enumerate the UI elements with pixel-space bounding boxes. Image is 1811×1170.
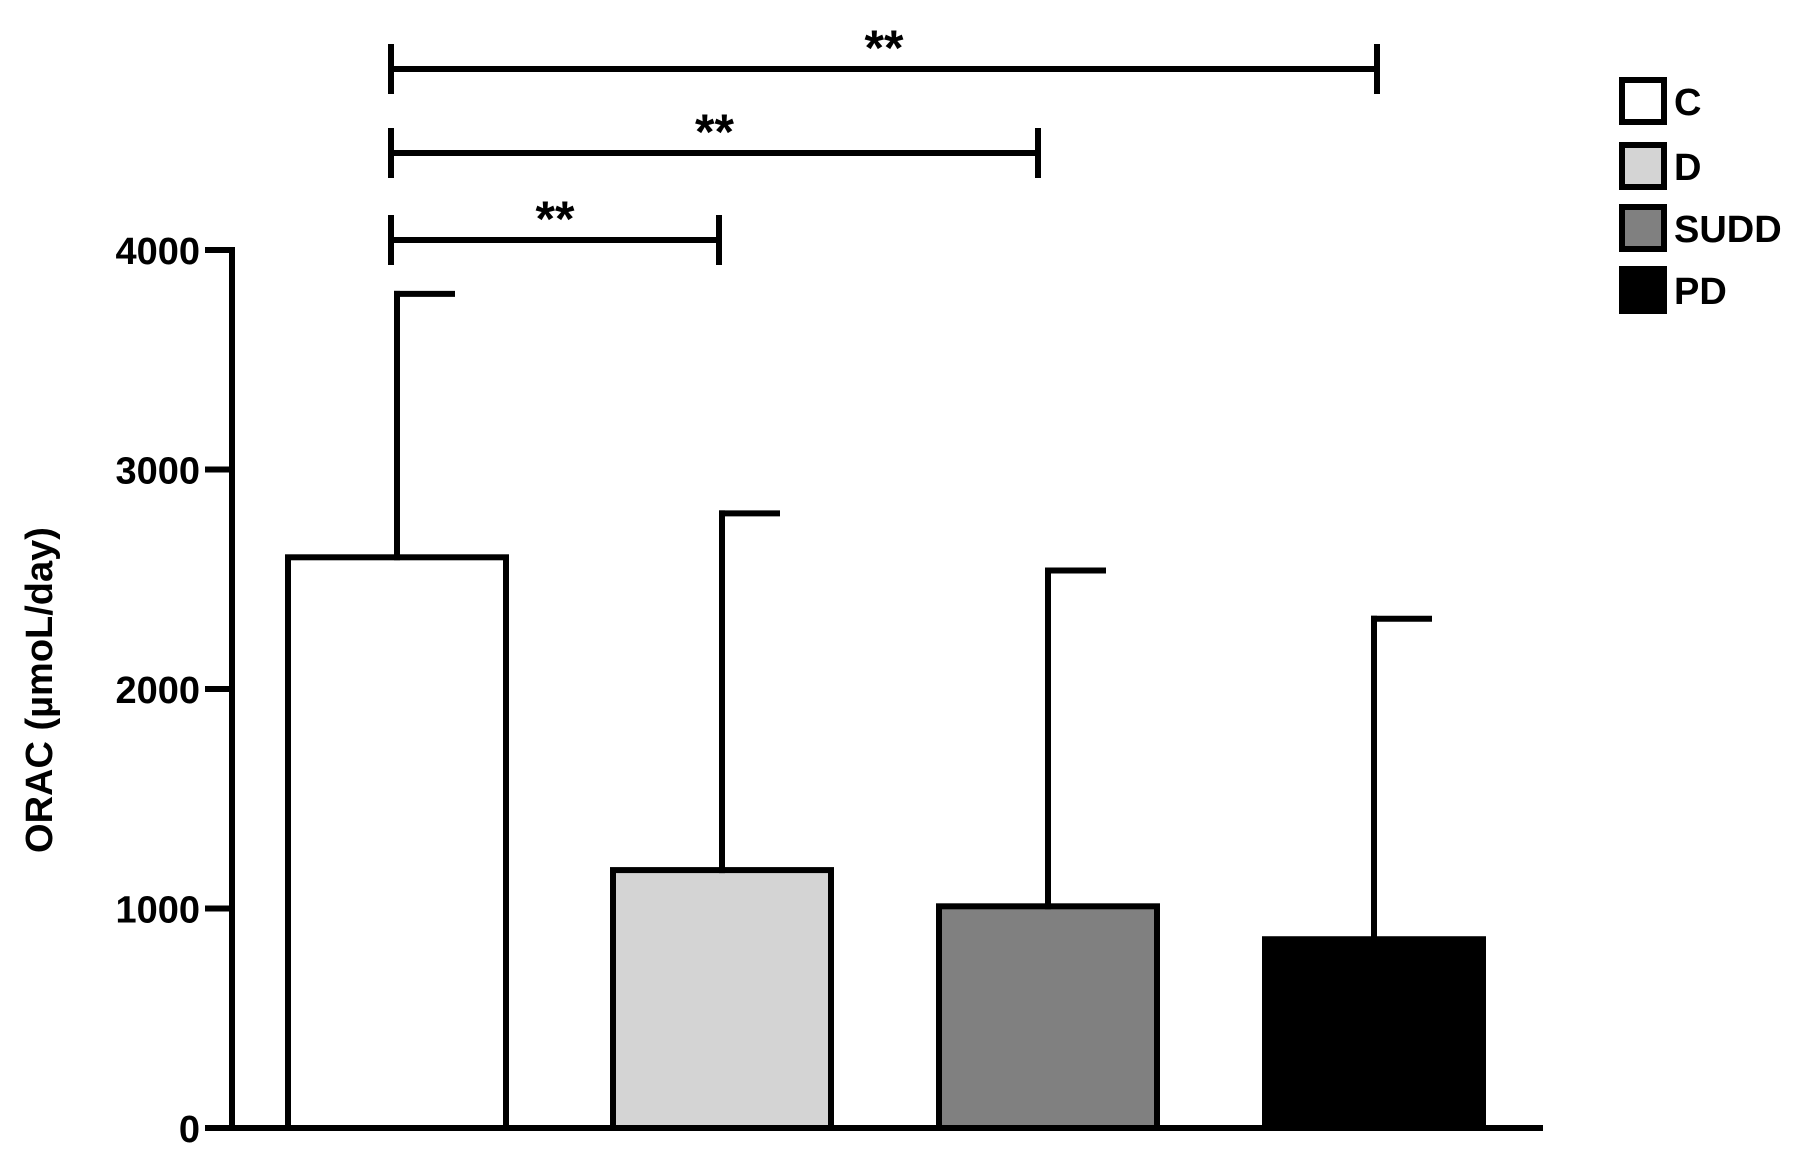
y-tick-label: 0 bbox=[179, 1109, 200, 1151]
significance-label: ** bbox=[695, 104, 734, 160]
legend: CD SUDD PD bbox=[1619, 77, 1782, 314]
bar-sudd bbox=[936, 903, 1160, 1131]
error-bars bbox=[394, 290, 1432, 943]
legend-swatch-sudd bbox=[1619, 204, 1667, 252]
y-axis-title: ORAC (µmoL/day) bbox=[19, 527, 61, 853]
y-tick-label: 4000 bbox=[115, 231, 200, 273]
legend-swatch-c bbox=[1619, 77, 1667, 125]
significance-label: ** bbox=[536, 191, 575, 247]
significance-label: ** bbox=[865, 20, 904, 76]
legend-swatch-pd bbox=[1619, 266, 1667, 314]
y-tick-label: 1000 bbox=[115, 890, 200, 932]
y-tick-label: 2000 bbox=[115, 670, 200, 712]
legend-label-d: D bbox=[1674, 147, 1701, 189]
legend-label-pd: PD bbox=[1674, 271, 1727, 313]
bar-d bbox=[610, 867, 834, 1132]
bar-pd bbox=[1262, 936, 1486, 1131]
significance-brackets: ** ** ** bbox=[388, 20, 1380, 265]
bar-c bbox=[285, 554, 509, 1131]
bars bbox=[285, 554, 1486, 1132]
legend-swatch-d bbox=[1619, 142, 1667, 190]
legend-label-c: C bbox=[1674, 82, 1701, 124]
y-tick-label: 3000 bbox=[115, 451, 200, 493]
legend-label-sudd: SUDD bbox=[1674, 209, 1782, 251]
